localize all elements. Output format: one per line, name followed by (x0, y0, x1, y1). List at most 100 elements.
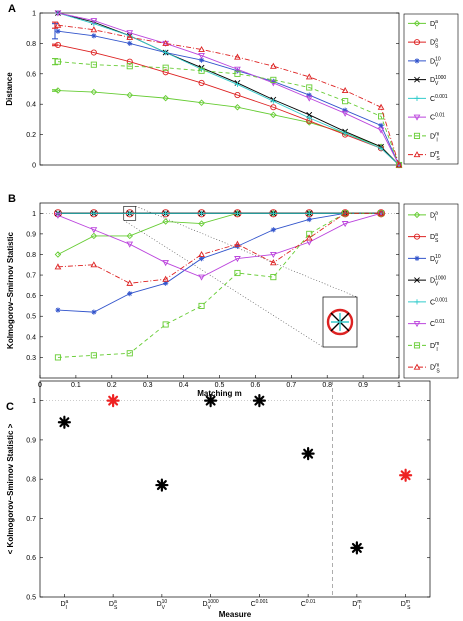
data-point (162, 64, 169, 71)
data-point (54, 251, 62, 258)
legend-swatch-marker (414, 299, 420, 305)
data-point (55, 28, 61, 34)
data-point (350, 541, 364, 555)
legend-entry: D10 V (430, 56, 441, 68)
legend-swatch-marker (413, 151, 421, 158)
data-point (57, 415, 71, 429)
legend-entry: D10 V (430, 254, 441, 266)
panel-c: C 0.5 0.6 0.7 0.8 0.9 1 Da I Da S D10 V D1000 V C0.001 C… (6, 380, 431, 619)
legend-entry: Da I (430, 210, 438, 222)
legend-entry: Dm S (430, 363, 440, 375)
plot-frame (39, 380, 431, 598)
data-point (54, 212, 62, 219)
data-point (91, 33, 97, 39)
data-point (270, 210, 276, 216)
data-point (234, 92, 241, 99)
series-line (57, 90, 400, 166)
data-point (198, 53, 205, 60)
legend-swatch-marker (413, 363, 421, 370)
data-point (162, 321, 169, 328)
y-axis-label: Distance (5, 72, 14, 106)
data-point (378, 145, 384, 151)
panel-b: B0.30.40.50.60.70.80.910 0.1 0.2 0.3 0.4 0.5 0… (6, 193, 459, 398)
data-point (204, 394, 218, 408)
legend-swatch-marker (414, 277, 420, 284)
data-point (270, 104, 277, 111)
legend-swatch-marker (414, 58, 420, 64)
legend-swatch-marker (413, 20, 421, 27)
x-axis-label: Measure (219, 610, 252, 619)
data-point (301, 447, 315, 461)
data-point (234, 240, 241, 247)
legend-swatch-marker (413, 342, 421, 349)
data-point (127, 210, 133, 216)
data-point (126, 30, 134, 37)
data-point (269, 251, 277, 258)
y-tick-label: 0.9 (26, 437, 36, 444)
y-tick-label: 0.8 (26, 477, 36, 484)
data-point (106, 394, 120, 408)
data-point (305, 73, 313, 80)
data-point (341, 110, 349, 117)
data-point (126, 279, 134, 286)
y-tick-label: 0.4 (26, 334, 36, 341)
data-point (90, 61, 97, 68)
y-tick-label: 0.5 (26, 595, 36, 602)
data-point (234, 81, 241, 88)
legend-entry: C0.001 (430, 297, 448, 306)
data-point (234, 70, 241, 77)
data-point (270, 227, 276, 233)
x-tick-label: Dm S (401, 599, 411, 611)
data-point (306, 111, 313, 118)
zoom-connector (123, 220, 324, 348)
data-point (126, 63, 133, 70)
series-line (57, 212, 382, 278)
y-tick-label: 0.8 (26, 41, 36, 48)
data-point (90, 232, 98, 240)
x-tick-label: Da I (60, 599, 68, 611)
data-point (198, 220, 205, 227)
legend-entry: Dm I (430, 131, 439, 143)
data-point (163, 210, 169, 216)
data-point (306, 230, 313, 237)
data-point (126, 241, 134, 248)
data-point (198, 250, 205, 258)
data-point (234, 53, 241, 60)
data-point (377, 103, 385, 110)
data-point (155, 478, 169, 492)
data-point (90, 227, 98, 234)
data-point (163, 49, 169, 56)
data-point (377, 209, 385, 216)
data-point (305, 95, 313, 102)
data-point (342, 107, 348, 113)
data-point (270, 111, 277, 119)
data-point (399, 468, 413, 482)
data-point (198, 57, 205, 63)
y-tick-label: 0.2 (26, 132, 36, 139)
data-point (234, 66, 241, 73)
legend-swatch-marker (413, 39, 421, 46)
legend-swatch-marker (413, 114, 421, 121)
x-tick-label: 1 (397, 382, 401, 389)
legend-swatch-marker (414, 95, 420, 101)
y-tick-label: 0.3 (26, 355, 36, 362)
y-tick-label: 0.6 (26, 293, 36, 300)
data-point (198, 302, 205, 309)
legend-swatch-marker (413, 321, 421, 328)
data-point (162, 94, 169, 102)
series-line (57, 12, 400, 166)
series-line (57, 24, 400, 166)
data-point (342, 130, 348, 136)
data-point (252, 394, 266, 408)
legend-entry: Dm S (430, 150, 440, 162)
plot-frame (39, 202, 400, 379)
data-point (91, 309, 97, 315)
legend-swatch-marker (413, 211, 421, 219)
series-line (57, 12, 400, 166)
data-point (126, 91, 133, 99)
legend-entry: Da S (430, 232, 439, 244)
data-point (126, 58, 133, 65)
x-tick-label: D1000 V (203, 599, 219, 611)
y-tick-label: 0.4 (26, 102, 36, 109)
